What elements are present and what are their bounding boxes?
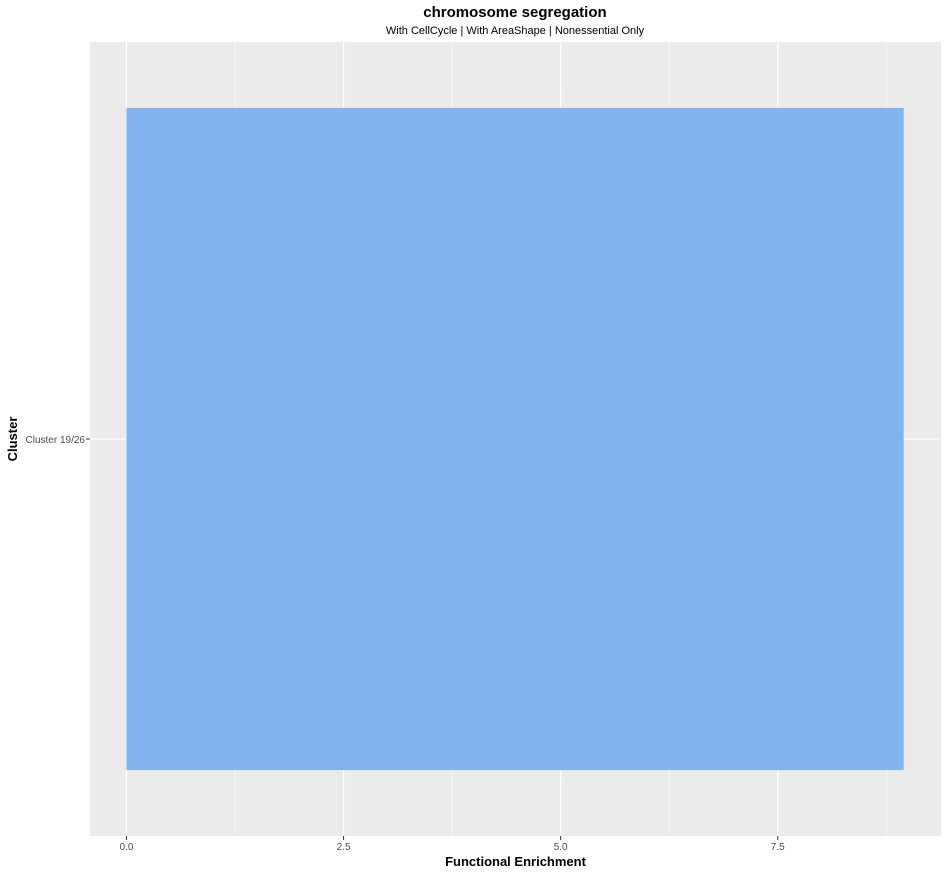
x-axis-ticks: 0.0 2.5 5.0 7.5 — [120, 836, 785, 853]
x-tick-label: 5.0 — [554, 842, 568, 853]
x-tick-label: 2.5 — [337, 842, 351, 853]
x-axis-title: Functional Enrichment — [445, 854, 587, 869]
y-tick-label: Cluster 19/26 — [26, 435, 86, 446]
bars — [126, 107, 904, 771]
chart-title: chromosome segregation — [423, 4, 607, 21]
y-axis-title: Cluster — [5, 417, 20, 462]
bar — [126, 107, 904, 771]
chart-subtitle: With CellCycle | With AreaShape | Noness… — [385, 25, 645, 37]
x-tick-label: 7.5 — [771, 842, 785, 853]
x-tick-label: 0.0 — [120, 842, 134, 853]
y-axis-ticks: Cluster 19/26 — [26, 435, 90, 446]
